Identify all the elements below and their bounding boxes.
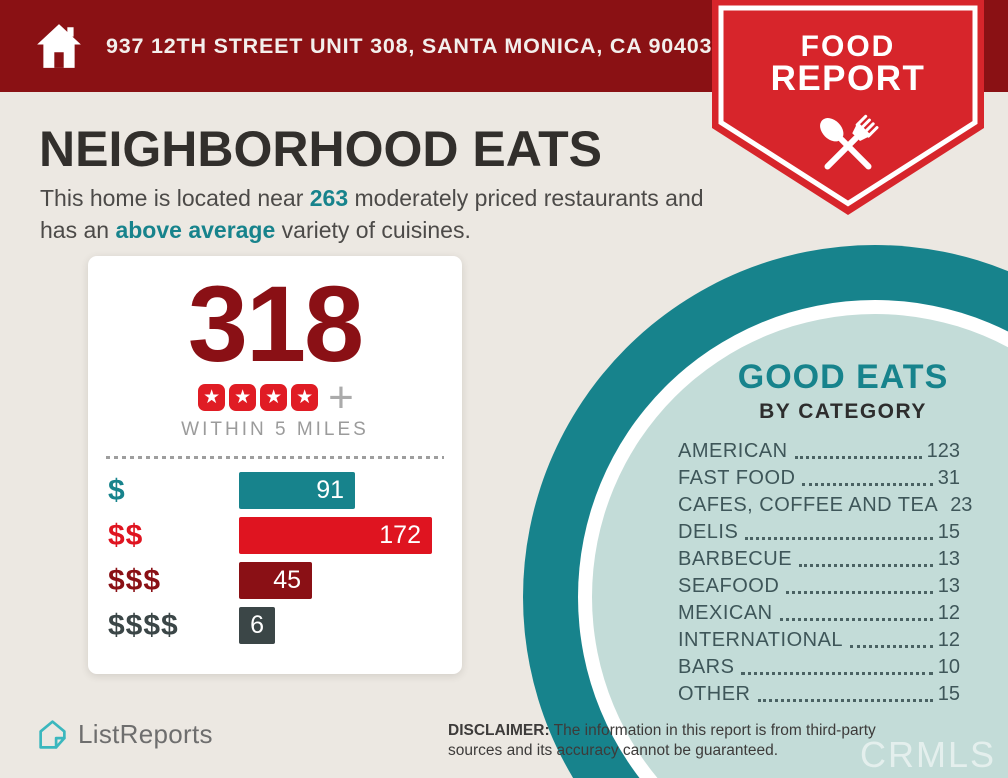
total-restaurants: 318 xyxy=(187,263,364,384)
crmls-watermark: CRMLS xyxy=(859,734,996,775)
category-label: DELIS xyxy=(678,521,739,543)
star-icon: ★ xyxy=(198,384,226,411)
star-rating: ★ ★ ★ ★ + xyxy=(88,373,462,422)
ribbon-line-1: FOOD xyxy=(800,30,896,63)
category-label: OTHER xyxy=(678,683,751,705)
bar-row: $$$$ 6 xyxy=(108,607,462,644)
category-row: BARS 10 xyxy=(678,652,960,679)
listreports-wordmark: ListReports xyxy=(78,719,213,749)
restaurant-count: 263 xyxy=(309,185,349,211)
home-icon xyxy=(37,24,81,68)
category-count: 31 xyxy=(937,467,960,489)
listreports-logo: ListReports xyxy=(36,718,213,751)
category-label: CAFES, COFFEE AND TEA xyxy=(678,494,939,516)
bar: 45 xyxy=(239,562,312,599)
bar-row: $$ 172 xyxy=(108,517,462,554)
category-label: MEXICAN xyxy=(678,602,773,624)
category-label: BARS xyxy=(678,656,735,678)
category-count: 13 xyxy=(937,575,960,597)
ribbon-line-2: REPORT xyxy=(770,59,926,98)
category-count: 15 xyxy=(937,521,960,543)
category-count: 13 xyxy=(937,548,960,570)
category-row: MEXICAN 12 xyxy=(678,598,960,625)
category-count: 12 xyxy=(937,629,960,651)
category-row: DELIS 15 xyxy=(678,517,960,544)
radius-caption: WITHIN 5 MILES xyxy=(181,419,369,440)
category-row: SEAFOOD 13 xyxy=(678,571,960,598)
intro-part3: variety of cuisines. xyxy=(275,217,471,244)
dotted-leader xyxy=(786,591,933,594)
dotted-leader xyxy=(757,699,933,702)
category-row: AMERICAN 123 xyxy=(678,436,960,463)
category-row: CAFES, COFFEE AND TEA 23 xyxy=(678,490,972,517)
bar-row: $91 xyxy=(108,472,462,509)
category-row: BARBECUE 13 xyxy=(678,544,960,571)
dotted-leader xyxy=(850,645,933,648)
disclaimer: DISCLAIMER: The information in this repo… xyxy=(448,721,918,761)
intro-part2: moderately priced restaurants and has an xyxy=(40,185,704,244)
category-label: INTERNATIONAL xyxy=(678,629,844,651)
disclaimer-text: The information in this report is from t… xyxy=(448,722,876,759)
category-count: 23 xyxy=(950,494,973,516)
intro-part1: This home is located near xyxy=(40,185,310,211)
good-eats-title: GOOD EATS xyxy=(737,358,949,396)
category-row: FAST FOOD 31 xyxy=(678,463,960,490)
good-eats-subtitle: BY CATEGORY xyxy=(759,400,927,423)
category-list: AMERICAN 123 FAST FOOD 31 CAFES, COFFEE AND … xyxy=(678,436,972,706)
category-count: 10 xyxy=(937,656,960,678)
dashed-divider xyxy=(106,456,444,459)
price-tier-label: $$$$ xyxy=(108,608,179,642)
price-tier-label: $$$ xyxy=(108,563,162,597)
listreports-house-icon xyxy=(39,720,66,749)
category-count: 15 xyxy=(937,683,960,705)
star-icon: ★ xyxy=(291,384,319,411)
bar: 6 xyxy=(239,607,275,644)
category-label: BARBECUE xyxy=(678,548,793,570)
star-icon: ★ xyxy=(229,384,257,411)
dotted-leader xyxy=(779,618,933,621)
dotted-leader xyxy=(745,537,933,540)
category-label: AMERICAN xyxy=(678,440,788,462)
category-count: 123 xyxy=(926,440,960,462)
category-label: FAST FOOD xyxy=(678,467,796,489)
price-tier-label: $ xyxy=(108,473,126,507)
page-title: NEIGHBORHOOD EATS xyxy=(39,121,602,177)
category-row: OTHER 15 xyxy=(678,679,960,706)
disclaimer-label: DISCLAIMER: xyxy=(448,722,550,739)
bar: 91 xyxy=(239,472,355,509)
summary-card: 318 ★ ★ ★ ★ + WITHIN 5 MILES $91 $$ 172 $$$ 45 $$… xyxy=(88,256,462,674)
price-tier-bar-chart: $91 $$ 172 $$$ 45 $$$$ 6 xyxy=(88,472,462,644)
star-icon: ★ xyxy=(260,384,288,411)
spoon-fork-icon xyxy=(820,114,879,170)
dotted-leader xyxy=(794,456,922,459)
bar: 172 xyxy=(239,517,432,554)
plus-sign: + xyxy=(328,373,354,422)
food-report-ribbon: FOOD REPORT xyxy=(712,0,984,222)
intro-highlight: above average xyxy=(115,217,276,244)
intro-text: This home is located near 263 moderately… xyxy=(40,182,730,246)
property-address: 937 12TH STREET UNIT 308, SANTA MONICA, … xyxy=(106,33,713,58)
dotted-leader xyxy=(741,672,933,675)
ribbon-pennant-shape xyxy=(712,0,984,215)
bar-row: $$$ 45 xyxy=(108,562,462,599)
category-count: 12 xyxy=(937,602,960,624)
good-eats-heading: GOOD EATS BY CATEGORY xyxy=(703,358,983,424)
price-tier-label: $$ xyxy=(108,518,144,552)
category-row: INTERNATIONAL 12 xyxy=(678,625,960,652)
dotted-leader xyxy=(799,564,933,567)
dotted-leader xyxy=(802,483,933,486)
category-label: SEAFOOD xyxy=(678,575,780,597)
